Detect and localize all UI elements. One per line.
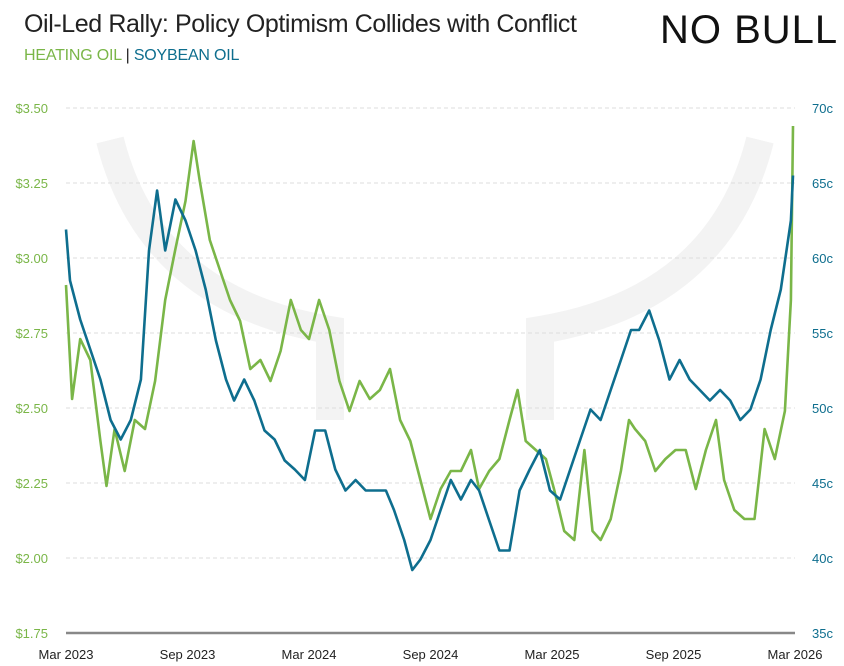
x-tick-label: Sep 2024 [403,647,459,662]
right-tick-label: 70c [812,101,833,116]
x-tick-label: Sep 2025 [646,647,702,662]
right-tick-label: 60c [812,251,833,266]
left-tick-label: $2.00 [15,551,48,566]
left-tick-label: $3.25 [15,176,48,191]
right-tick-label: 40c [812,551,833,566]
watermark [96,136,774,420]
left-tick-label: $2.75 [15,326,48,341]
x-tick-label: Mar 2024 [282,647,337,662]
right-tick-label: 50c [812,401,833,416]
left-tick-label: $2.50 [15,401,48,416]
x-tick-label: Mar 2026 [768,647,823,662]
legend-separator: | [121,47,134,64]
series-soybean-oil-line [64,175,795,572]
chart-title: Oil-Led Rally: Policy Optimism Collides … [24,10,577,38]
brand-logo: NO BULL [660,8,839,52]
series-heating-oil-line [64,125,795,542]
x-tick-label: Mar 2023 [39,647,94,662]
right-tick-label: 55c [812,326,833,341]
x-tick-label: Mar 2025 [525,647,580,662]
left-tick-label: $3.50 [15,101,48,116]
chart-subtitle: HEATING OIL | SOYBEAN OIL [24,47,239,65]
right-tick-label: 65c [812,176,833,191]
right-tick-label: 35c [812,626,833,641]
left-tick-label: $1.75 [15,626,48,641]
x-tick-label: Sep 2023 [160,647,216,662]
right-tick-label: 45c [812,476,833,491]
left-tick-label: $3.00 [15,251,48,266]
legend-heating-oil: HEATING OIL [24,47,122,64]
left-tick-label: $2.25 [15,476,48,491]
legend-soybean-oil: SOYBEAN OIL [133,47,240,64]
